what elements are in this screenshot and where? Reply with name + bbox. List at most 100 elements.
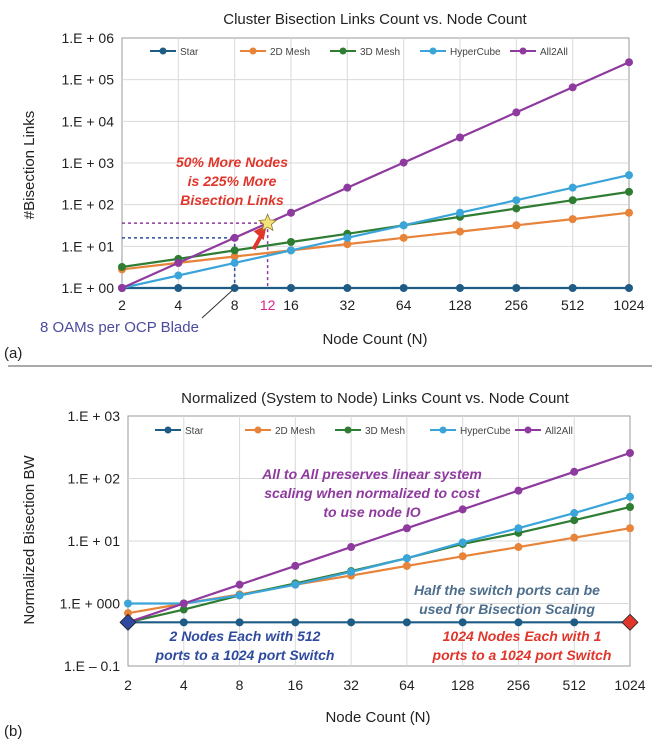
y-tick-label: 1.E + 02 — [61, 197, 114, 213]
legend-marker-all2all — [519, 47, 527, 55]
data-point-star — [399, 284, 408, 292]
data-point-all2all — [514, 486, 523, 495]
chart-a-title: Cluster Bisection Links Count vs. Node C… — [223, 11, 527, 28]
data-point-2d-mesh — [399, 233, 408, 242]
x-tick-label: 256 — [507, 677, 531, 693]
annotation-1024-nodes-line: ports to a 1024 port Switch — [432, 647, 612, 663]
highlight-star-icon — [258, 213, 278, 232]
chart-b-annotation-text: All to All preserves linear system scalin… — [119, 466, 639, 663]
data-point-all2all — [456, 133, 464, 142]
data-point-hypercube — [287, 246, 295, 255]
data-point-2d-mesh — [402, 561, 411, 570]
annotation-half-ports-line: used for Bisection Scaling — [419, 601, 595, 617]
data-point-hypercube — [626, 492, 634, 501]
y-tick-label: 1.E – 0.1 — [64, 658, 120, 674]
annotation-half-ports-line: Half the switch ports can be — [414, 582, 600, 598]
series-line-all2all — [121, 61, 630, 290]
data-point-all2all — [287, 208, 295, 217]
endpoint-diamond-2-icon — [119, 613, 137, 631]
y-tick-label: 1.E + 03 — [67, 408, 120, 424]
data-point-3d-mesh — [179, 605, 188, 614]
data-point-all2all — [291, 561, 300, 570]
chart-b-title: Normalized (System to Node) Links Count … — [181, 390, 569, 407]
oam-pointer-line — [201, 289, 234, 319]
chart-b-y-axis-label: Normalized Bisection BW — [21, 455, 38, 625]
legend-label-star: Star — [180, 47, 199, 58]
data-point-3d-mesh — [568, 196, 577, 205]
legend-label-hypercube: HyperCube — [450, 47, 501, 58]
data-point-3d-mesh — [570, 516, 579, 525]
legend-marker-hypercube — [439, 426, 447, 434]
data-point-star — [347, 618, 356, 627]
data-point-all2all — [626, 448, 634, 457]
y-tick-label: 1.E + 03 — [61, 155, 114, 171]
series-line-2d-mesh — [121, 211, 630, 271]
data-point-hypercube — [343, 233, 352, 242]
data-point-3d-mesh — [626, 502, 634, 511]
data-point-hypercube — [625, 171, 633, 180]
legend-marker-3d-mesh — [339, 47, 347, 55]
annotation-more-nodes-line: is 225% More — [188, 173, 277, 189]
legend-marker-hypercube — [429, 47, 437, 55]
endpoint-diamond-1024-icon — [621, 613, 639, 631]
annotation-more-nodes-line: 50% More Nodes — [176, 154, 288, 170]
y-tick-label: 1.E + 000 — [60, 596, 121, 612]
data-point-all2all — [458, 505, 467, 514]
data-point-star — [625, 284, 633, 292]
data-point-star — [402, 618, 411, 627]
data-point-hypercube — [235, 591, 244, 600]
data-point-star — [343, 284, 352, 292]
legend-label-star: Star — [185, 426, 204, 437]
x-tick-label: 4 — [174, 297, 182, 313]
chart-a-panel-label: (a) — [4, 345, 22, 362]
chart-b-y-ticks: 1.E – 0.1 1.E + 000 1.E + 01 1.E + 02 1.E + … — [60, 408, 121, 674]
legend-label-all2all: All2All — [540, 47, 568, 58]
chart-a-annotation-text: 50% More Nodes is 225% More Bisection Link… — [40, 154, 288, 336]
data-point-hypercube — [230, 258, 239, 267]
chart-b: Normalized (System to Node) Links Count … — [4, 390, 646, 740]
x-tick-label: 8 — [231, 297, 239, 313]
data-point-star — [570, 618, 579, 627]
data-point-2d-mesh — [570, 533, 579, 542]
x-tick-label: 16 — [283, 297, 299, 313]
legend-marker-star — [164, 426, 172, 434]
annotation-all-to-all-line: All to All preserves linear system — [261, 466, 482, 482]
annotation-2-nodes-line: 2 Nodes Each with 512 — [169, 628, 321, 644]
x-tick-label: 2 — [118, 297, 126, 313]
chart-b-x-ticks: 2 4 8 16 32 64 128 256 512 1024 — [124, 677, 646, 693]
series-line-hypercube — [128, 495, 631, 605]
chart-a-x-axis-label: Node Count (N) — [322, 331, 427, 348]
x-tick-label: 2 — [124, 677, 132, 693]
chart-a-y-ticks: 1.E + 00 1.E + 01 1.E + 02 1.E + 03 1.E + 04… — [61, 30, 114, 296]
data-point-3d-mesh — [512, 204, 521, 213]
data-point-star — [174, 284, 183, 292]
chart-a: Cluster Bisection Links Count vs. Node C… — [4, 11, 645, 362]
legend-label-2d-mesh: 2D Mesh — [275, 426, 315, 437]
x-tick-label: 128 — [448, 297, 472, 313]
data-point-2d-mesh — [625, 208, 633, 217]
y-tick-label: 1.E + 06 — [61, 30, 114, 46]
data-point-3d-mesh — [230, 246, 239, 255]
annotation-all-to-all-line: scaling when normalized to cost — [264, 485, 481, 501]
x-tick-label: 128 — [451, 677, 475, 693]
y-tick-label: 1.E + 05 — [61, 72, 114, 88]
data-point-all2all — [570, 467, 579, 476]
chart-b-series — [124, 448, 634, 627]
data-point-star — [179, 618, 188, 627]
chart-a-legend: Star 2D Mesh 3D Mesh HyperCube All2All — [150, 47, 568, 58]
annotation-2-nodes-line: ports to a 1024 port Switch — [155, 647, 335, 663]
data-point-2d-mesh — [512, 221, 521, 230]
y-tick-label: 1.E + 00 — [61, 280, 114, 296]
data-point-star — [235, 618, 244, 627]
data-point-hypercube — [399, 221, 408, 230]
series-line-hypercube — [121, 174, 630, 290]
chart-b-legend: Star 2D Mesh 3D Mesh HyperCube All2All — [155, 426, 573, 437]
chart-b-panel-label: (b) — [4, 723, 22, 740]
legend-label-all2all: All2All — [545, 426, 573, 437]
oam-annotation: 8 OAMs per OCP Blade — [40, 319, 199, 336]
x-tick-label: 64 — [399, 677, 415, 693]
data-point-hypercube — [568, 183, 577, 192]
data-point-hypercube — [347, 567, 356, 576]
annotation-1024-nodes-line: 1024 Nodes Each with 1 — [443, 628, 602, 644]
data-point-2d-mesh — [514, 543, 523, 552]
